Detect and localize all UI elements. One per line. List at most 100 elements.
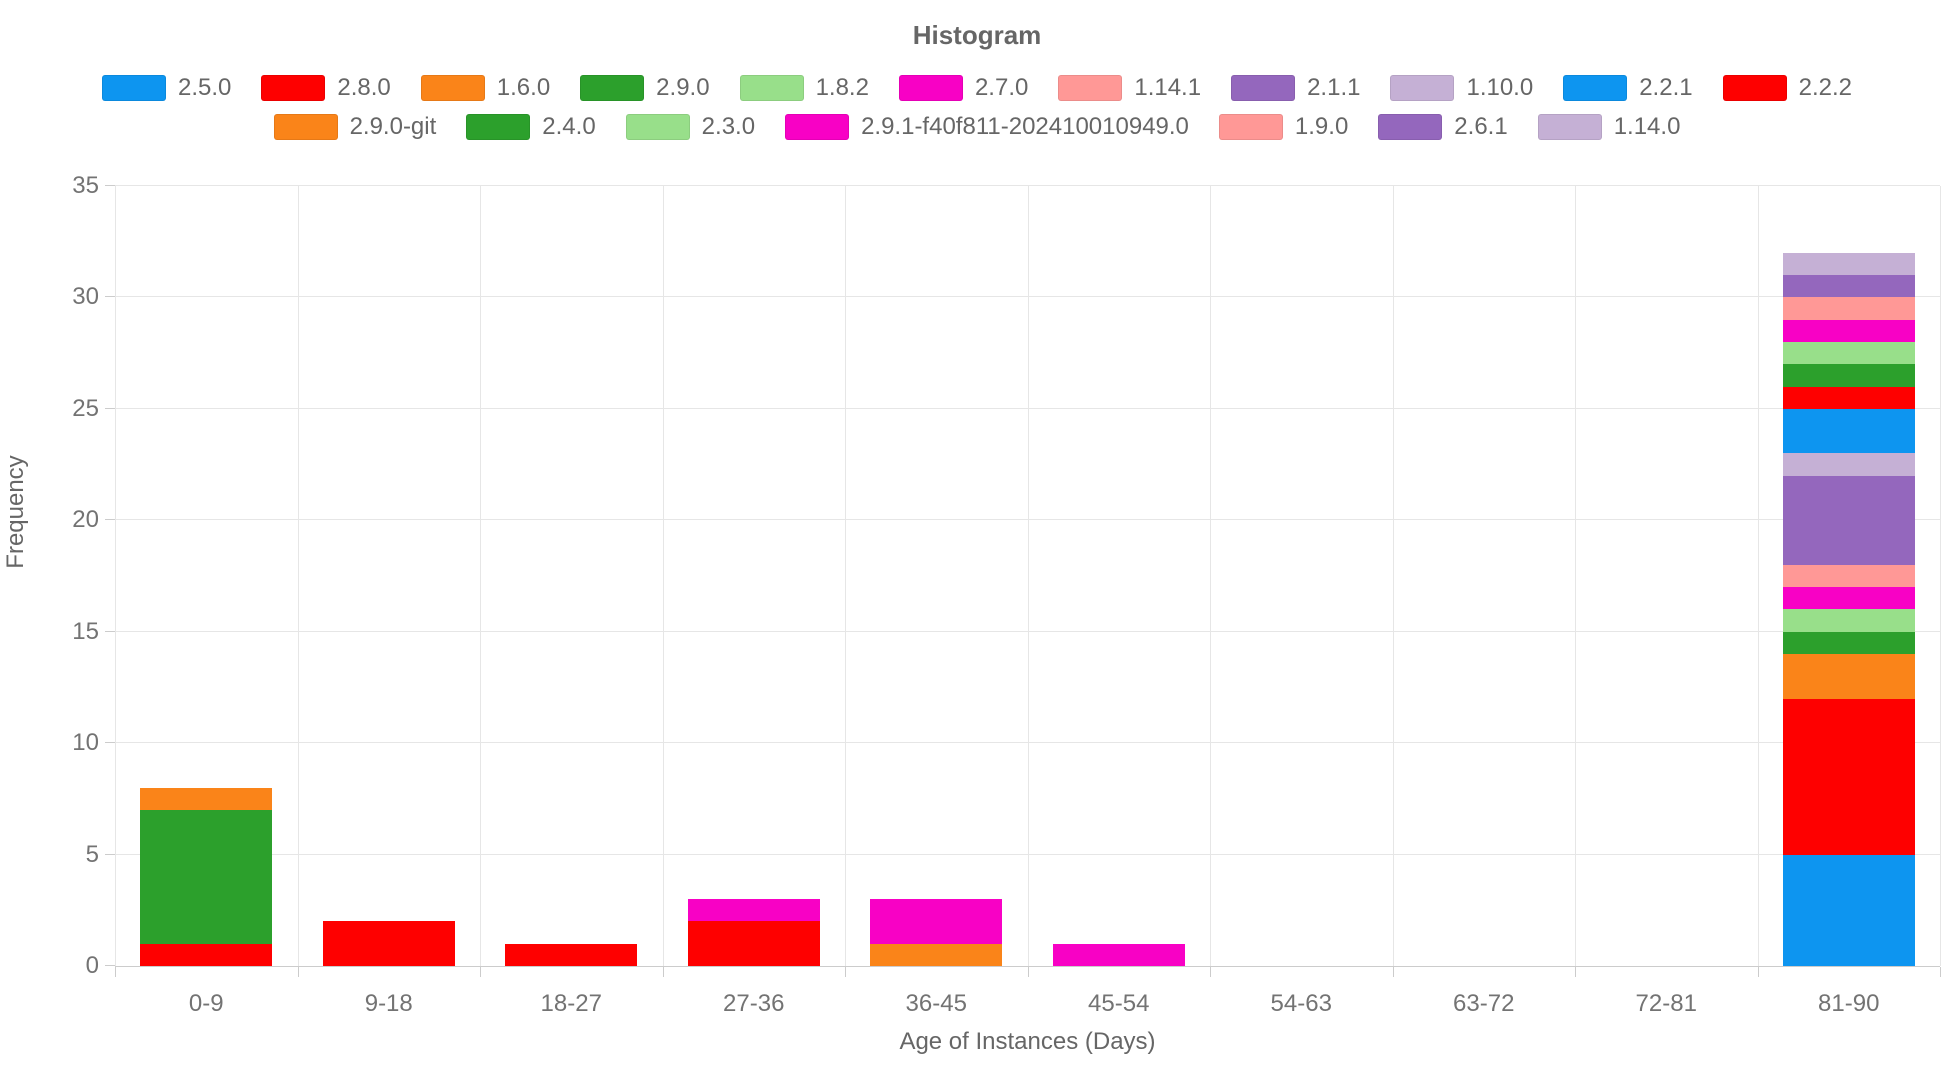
bar-segment-2.8.0 [687,921,820,966]
legend-item-1.9.0[interactable]: 1.9.0 [1218,113,1349,141]
x-axis-tick [1757,967,1759,977]
gridline-v [115,186,116,966]
legend-label: 2.7.0 [974,74,1029,101]
bar-segment-2.7.0 [1782,587,1915,610]
legend-swatch [261,75,326,101]
legend-item-2.8.0[interactable]: 2.8.0 [261,74,391,102]
bar-segment-2.2.1 [1782,408,1915,454]
legend-item-2.2.2[interactable]: 2.2.2 [1722,74,1852,102]
y-axis-tick [105,407,115,409]
legend-swatch [1231,75,1296,101]
legend-label: 1.9.0 [1294,113,1349,140]
legend-item-1.10.0[interactable]: 1.10.0 [1390,74,1533,102]
legend-item-1.14.0[interactable]: 1.14.0 [1537,113,1680,141]
gridline-v [1757,186,1759,966]
x-tick-label: 63-72 [1453,990,1515,1017]
bar-segment-1.14.0 [1782,252,1915,276]
y-tick-label: 25 [72,394,99,422]
x-tick-label: 54-63 [1270,990,1332,1017]
y-axis-tick [105,296,115,298]
x-axis-tick [115,967,116,977]
y-tick-label: 20 [72,506,99,534]
legend-item-2.2.1[interactable]: 2.2.1 [1563,74,1693,102]
gridline-h [115,185,1940,186]
y-axis-tick [105,630,115,632]
legend-label: 2.5.0 [178,74,232,101]
legend-swatch [785,114,850,140]
legend: 2.5.0 2.8.0 1.6.0 2.9.0 1.8.2 2.7.0 1.14.1 2.1.… [0,74,1954,141]
x-axis-tick [662,967,664,977]
legend-label: 2.2.2 [1798,74,1852,101]
plot-area [105,185,1941,977]
legend-item-2.1.1[interactable]: 2.1.1 [1231,74,1360,102]
legend-label: 1.6.0 [496,74,551,101]
bar-segment-1.14.1 [1782,564,1915,588]
legend-item-2.9.0[interactable]: 2.9.0 [580,74,710,102]
gridline-v [662,186,664,966]
legend-item-1.8.2[interactable]: 1.8.2 [739,74,869,102]
legend-item-2.9.1-f40f811-202410010949.0[interactable]: 2.9.1-f40f811-202410010949.0 [785,113,1189,141]
bar-segment-2.9.0 [140,810,273,944]
y-axis-tick [105,965,115,966]
legend-swatch [102,75,166,101]
legend-row-1: 2.5.0 2.8.0 1.6.0 2.9.0 1.8.2 2.7.0 1.14.1 2.1.… [0,74,1954,102]
legend-item-1.14.1[interactable]: 1.14.1 [1058,74,1201,102]
y-axis-title: Frequency [2,455,29,569]
legend-label: 1.14.1 [1134,74,1202,101]
bar-segment-2.9.1-f40f811-202410010949.0 [1782,319,1915,342]
legend-item-2.9.0-git[interactable]: 2.9.0-git [273,113,436,141]
bar-segment-2.8.0 [505,943,638,966]
y-tick-label: 0 [85,952,99,979]
legend-item-2.7.0[interactable]: 2.7.0 [898,74,1029,102]
legend-item-2.6.1[interactable]: 2.6.1 [1378,113,1508,141]
legend-item-2.4.0[interactable]: 2.4.0 [466,113,596,141]
legend-row-2: 2.9.0-git 2.4.0 2.3.0 2.9.1-f40f811-2024100… [0,113,1954,141]
legend-item-2.3.0[interactable]: 2.3.0 [625,113,756,141]
legend-label: 1.10.0 [1466,74,1534,101]
legend-swatch [739,75,804,101]
y-axis-tick [105,519,115,521]
x-tick-label: 18-27 [540,990,602,1017]
gridline-v [480,186,481,966]
legend-label: 2.8.0 [337,74,391,101]
bar-segment-2.1.1 [1782,475,1915,565]
legend-swatch [898,75,963,101]
legend-item-2.5.0[interactable]: 2.5.0 [102,74,231,102]
y-tick-label: 30 [72,283,99,311]
legend-swatch [466,114,531,140]
gridline-v [1210,186,1211,966]
legend-label: 2.3.0 [701,113,756,140]
legend-swatch [1390,75,1455,101]
x-tick-label: 0-9 [188,990,224,1017]
bar-segment-2.3.0 [1782,342,1915,365]
bar-segment-2.7.0 [870,899,1003,944]
legend-swatch [420,75,485,101]
x-axis-tick [845,967,846,977]
x-axis-tick [297,967,299,977]
gridline-v [1392,186,1394,966]
x-tick-label: 9-18 [364,990,413,1017]
legend-swatch [1722,75,1787,101]
bar-segment-2.8.0 [140,943,273,966]
y-axis-tick [105,853,115,855]
gridline-v [1575,186,1576,966]
legend-swatch [1218,114,1283,140]
legend-swatch [625,114,690,140]
x-tick-label: 72-81 [1635,990,1697,1017]
x-axis-tick [1210,967,1211,977]
legend-item-1.6.0[interactable]: 1.6.0 [420,74,551,102]
legend-label: 2.6.1 [1454,113,1508,140]
x-axis-tick [1392,967,1394,977]
x-tick-label: 27-36 [723,990,785,1017]
y-axis-tick [105,742,115,744]
gridline-v [1027,186,1029,966]
x-axis-tick [480,967,481,977]
gridline-v [1940,186,1941,966]
x-axis-tick [1575,967,1576,977]
legend-label: 2.4.0 [542,113,596,140]
legend-label: 2.1.1 [1307,74,1361,101]
gridline-v [297,186,299,966]
bar-segment-2.6.1 [1782,275,1915,298]
bar-segment-2.9.0 [1782,631,1915,654]
